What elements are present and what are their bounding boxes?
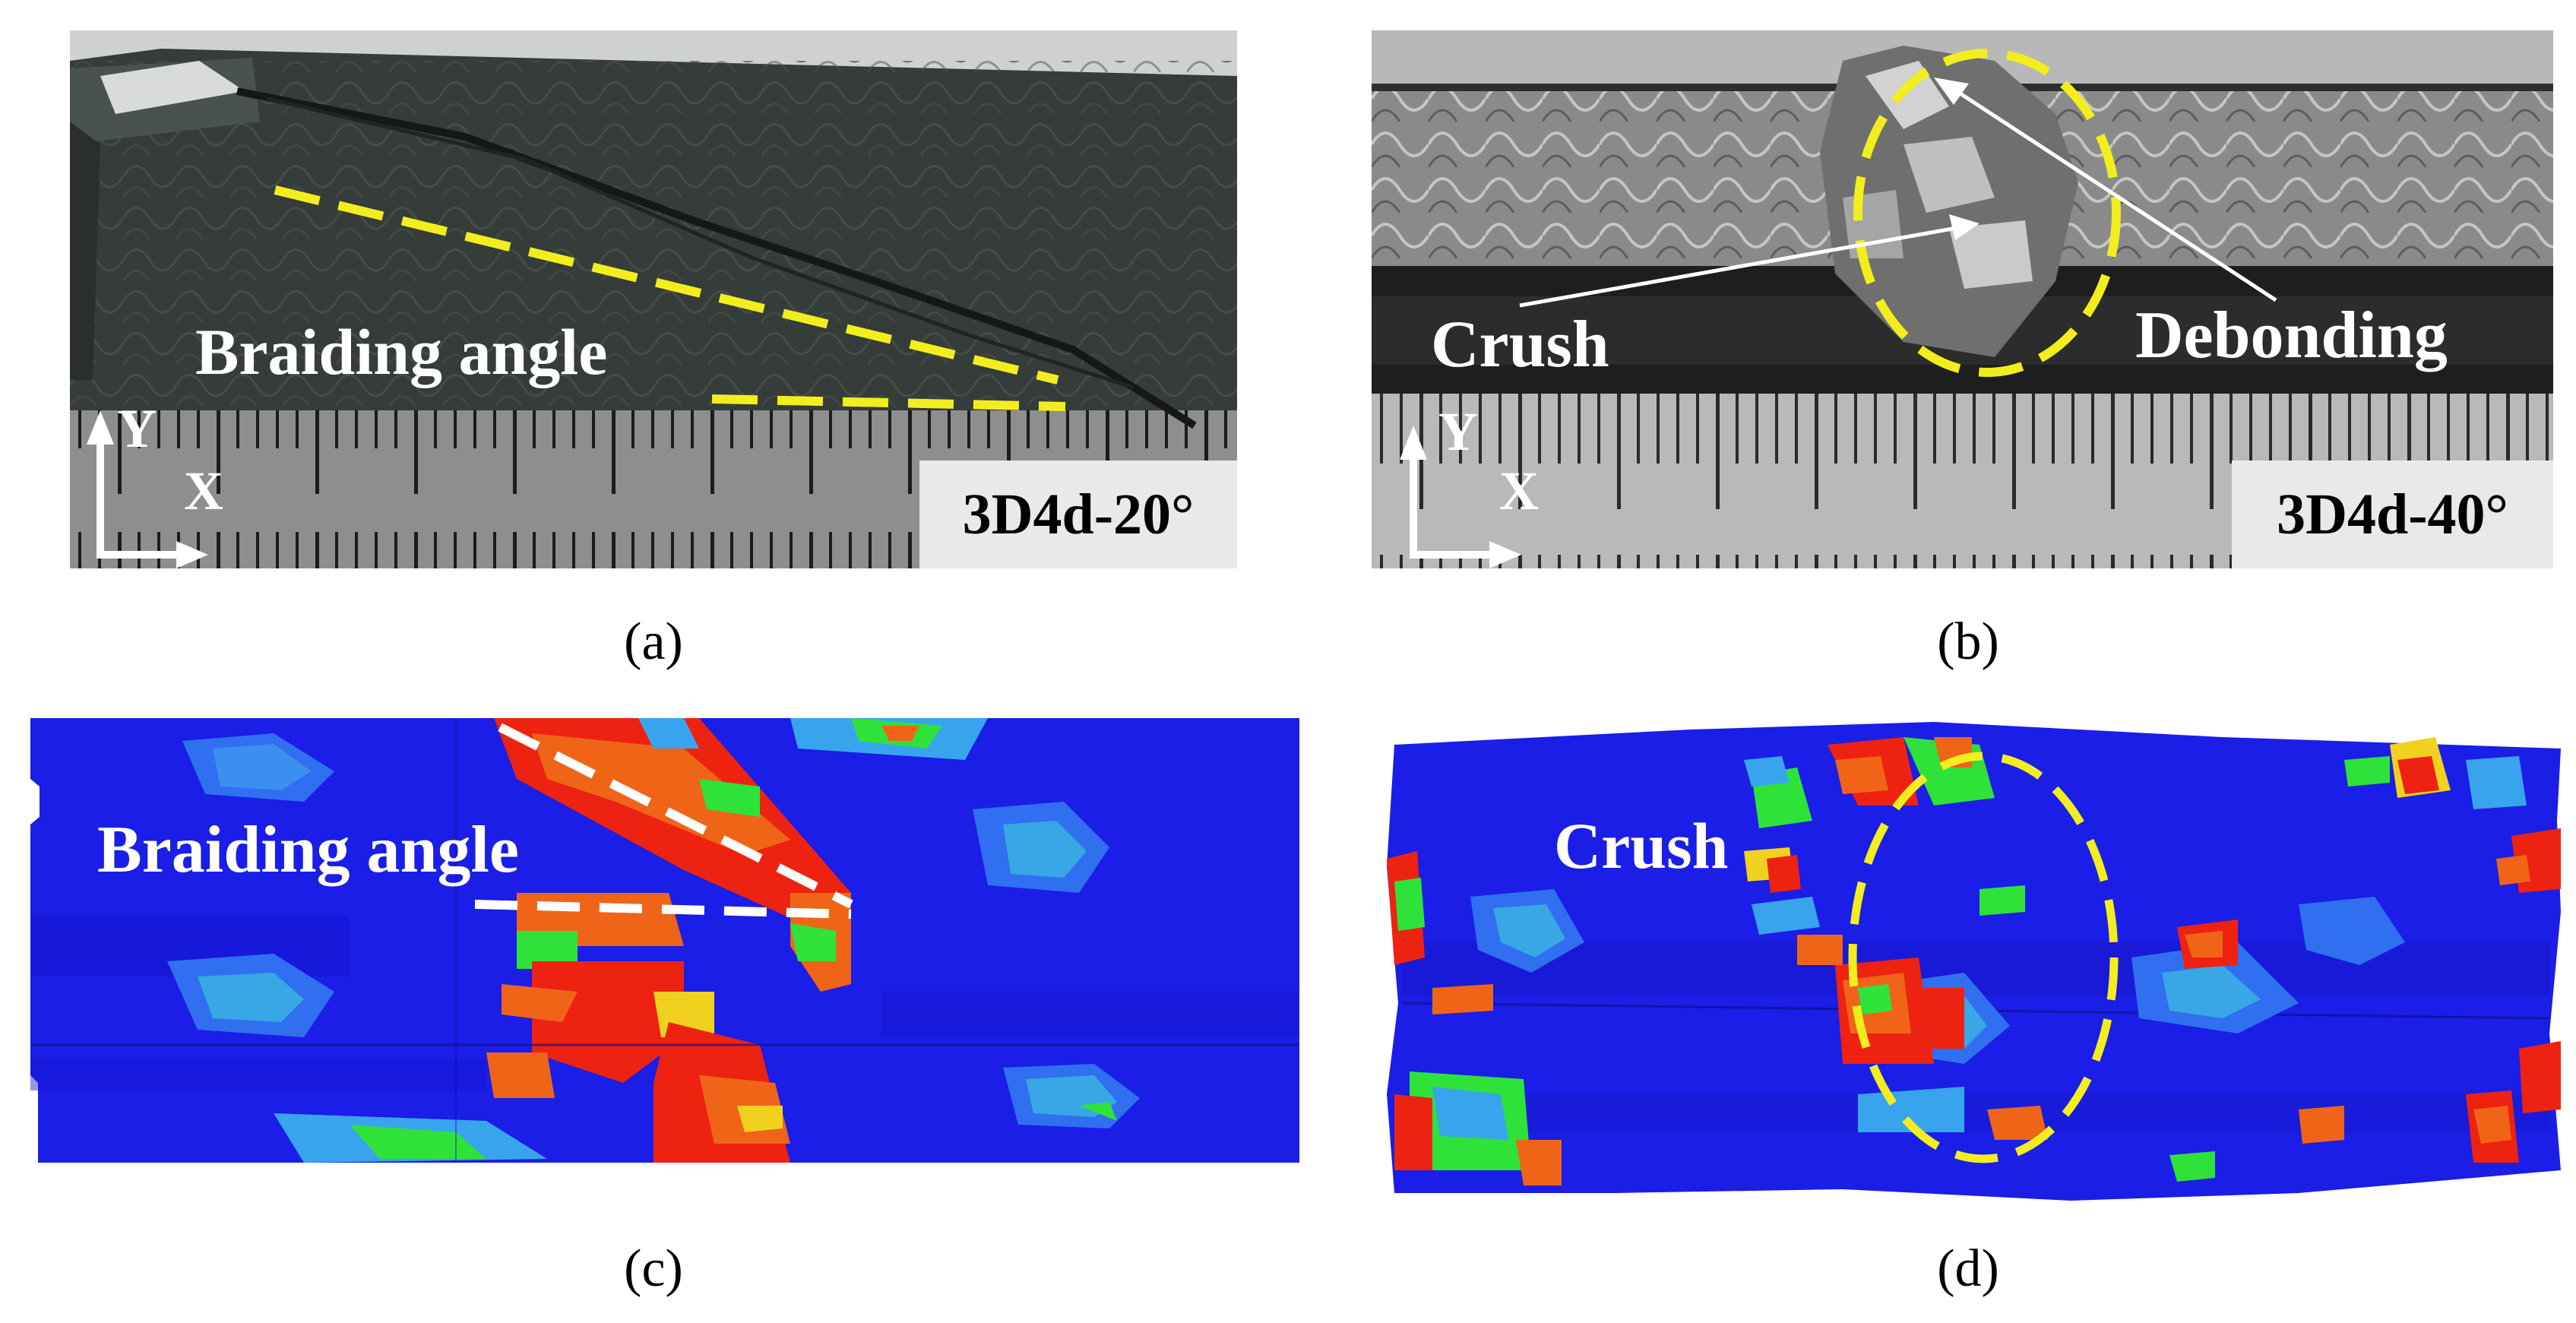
- caption-c: (c): [624, 1239, 683, 1298]
- axis-x-label-a: X: [184, 461, 223, 521]
- debonding-label-b: Debonding: [2135, 299, 2448, 372]
- caption-b: (b): [1937, 612, 1999, 671]
- panel-c-simulation: Braiding angle: [30, 718, 1299, 1163]
- axis-y-label-a: Y: [117, 398, 157, 459]
- axis-x-label-b: X: [1499, 461, 1539, 521]
- panel-c-simulation-graphic: [30, 718, 1299, 1163]
- caption-a-letter: a: [641, 612, 666, 671]
- crush-label-d: Crush: [1554, 809, 1729, 882]
- caption-b-letter: b: [1954, 612, 1982, 671]
- caption-c-letter: c: [641, 1239, 666, 1298]
- panel-b-photo: Crush Debonding Y X 3D4d-40°: [1372, 30, 2553, 568]
- panel-a-photo: Braiding angle Y X 3D4d-20°: [70, 30, 1237, 568]
- caption-d: (d): [1937, 1239, 1999, 1298]
- specimen-tag-a: 3D4d-20°: [919, 461, 1237, 568]
- caption-d-letter: d: [1954, 1239, 1982, 1298]
- axis-y-label-b: Y: [1438, 401, 1478, 462]
- crush-label-b: Crush: [1431, 308, 1609, 381]
- braiding-angle-label-a: Braiding angle: [195, 315, 608, 388]
- caption-a: (a): [624, 612, 683, 671]
- braiding-angle-label-c: Braiding angle: [97, 813, 519, 887]
- panel-d-simulation-graphic: [1387, 714, 2561, 1201]
- panel-d-simulation: Crush: [1387, 714, 2561, 1201]
- panel-a-photo-graphic: [70, 30, 1237, 568]
- specimen-tag-b: 3D4d-40°: [2232, 461, 2553, 568]
